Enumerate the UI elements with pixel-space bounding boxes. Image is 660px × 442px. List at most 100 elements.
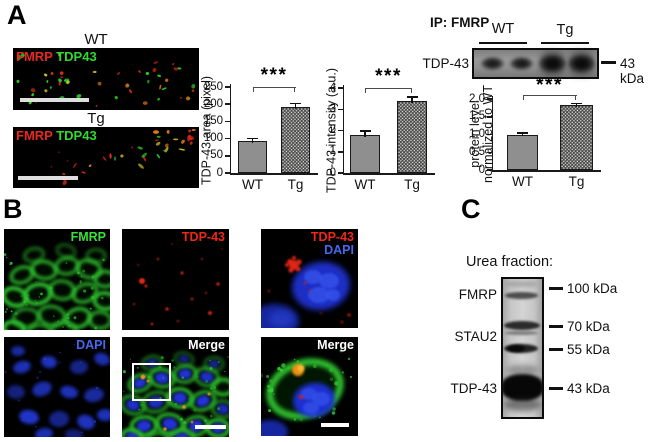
y-axis-label: TDP-43 area (pixel) — [199, 75, 214, 185]
overlay-label: FMRP — [16, 128, 53, 143]
y-axis — [491, 96, 493, 170]
band-70 — [504, 321, 540, 330]
x-axis — [342, 173, 435, 175]
y-tick-label: 0 — [478, 163, 485, 176]
error-bar-stem — [294, 103, 297, 109]
tile-merge-zoom-canvas — [261, 349, 353, 436]
blot-band — [539, 54, 566, 73]
tile-tdp43-canvas — [132, 243, 223, 326]
y-tick-label: 4 — [329, 81, 336, 94]
scale-bar — [18, 176, 78, 180]
tile-merge: Merge — [122, 337, 229, 437]
y-tick — [224, 86, 230, 88]
sig-bracket — [252, 87, 296, 89]
tile-tdp43: TDP-43 — [122, 229, 229, 330]
y-tick-label: 2.0 — [469, 92, 485, 105]
protein-label-stau2: STAU2 — [454, 329, 497, 344]
tile-merge-zoom: Merge — [261, 337, 358, 436]
error-bar-cap — [247, 137, 258, 140]
bar-tg — [560, 105, 593, 170]
error-bar-stem — [575, 103, 578, 108]
y-tick — [224, 155, 230, 157]
sig-bracket-leg — [575, 95, 577, 100]
y-tick — [486, 116, 492, 118]
bar-tg — [397, 100, 427, 173]
ip-blot-group-wt: WT — [491, 21, 515, 37]
y-tick-label: 1.0 — [469, 128, 485, 140]
band-fmrp — [505, 292, 538, 299]
overlay-label: FMRP — [16, 49, 53, 64]
y-axis — [342, 85, 344, 173]
bar-wt — [238, 141, 267, 173]
marker-dash — [549, 387, 563, 390]
tile-merge-zoom-label: Merge — [317, 339, 354, 352]
bar-tg — [281, 106, 310, 173]
tile-tdp43-dapi-zoom: TDP-43 DAPI — [261, 229, 358, 328]
overlay-label: TDP43 — [52, 128, 97, 143]
y-tick — [224, 137, 230, 140]
x-category-label: WT — [354, 177, 376, 192]
tile-tdp43-dapi-canvas — [261, 256, 351, 328]
tile-fmrp: FMRP — [4, 229, 110, 330]
marker-dash — [549, 287, 563, 290]
tile-merge-label: Merge — [188, 339, 225, 352]
error-bar-cap — [359, 130, 371, 132]
y-tick-label: 250 — [203, 80, 223, 93]
blot-band — [481, 57, 504, 70]
x-category-label: Tg — [568, 174, 585, 189]
group-underline-wt — [479, 42, 527, 44]
y-tick-label: 1.5 — [469, 110, 485, 123]
y-tick-label: 50 — [210, 149, 223, 162]
scale-bar — [20, 98, 89, 102]
ip-blot-band-label: TDP-43 — [422, 56, 469, 71]
marker-dash — [601, 61, 616, 64]
significance-stars: *** — [536, 75, 563, 96]
error-bar-stem — [521, 133, 524, 137]
inset-box — [132, 363, 171, 401]
tile-fmrp-canvas — [4, 242, 110, 330]
y-tick-label: 100 — [203, 132, 223, 145]
sig-bracket — [365, 88, 412, 90]
y-axis-label: TDP-43 intensity (a.u.) — [324, 67, 339, 193]
band-tdp43 — [503, 374, 542, 401]
marker-dash — [549, 325, 563, 328]
x-category-label: Tg — [287, 177, 304, 192]
ip-blot-marker-label: 43 kDa — [620, 56, 645, 86]
error-bar-cap — [406, 96, 418, 98]
significance-stars: *** — [260, 65, 288, 86]
bar-wt — [350, 134, 380, 173]
error-bar-stem — [411, 96, 413, 103]
micrograph-tg: FMRP TDP43 — [13, 127, 199, 188]
y-tick — [337, 108, 343, 110]
tile-fmrp-label: FMRP — [71, 231, 106, 244]
band-70-sub — [505, 331, 538, 335]
panel-b-label: B — [3, 194, 23, 224]
overlay-label: TDP43 — [52, 49, 97, 64]
sig-bracket-leg — [252, 87, 254, 92]
band-43-topsmear — [506, 365, 539, 375]
error-bar-cap — [517, 132, 528, 134]
micrograph-wt-overlay-labels: FMRP TDP43 — [16, 49, 97, 64]
tile-label-text: FMRP — [70, 230, 106, 244]
x-axis — [229, 173, 318, 175]
error-bar-stem — [364, 131, 366, 137]
tile-dapi-canvas — [4, 344, 110, 437]
significance-stars: *** — [375, 66, 402, 87]
urea-fraction-title: Urea fraction: — [466, 254, 554, 270]
tile-dapi: DAPI — [4, 337, 110, 437]
panel-a-label: A — [7, 0, 27, 30]
x-category-label: WT — [242, 177, 263, 192]
y-tick — [224, 172, 230, 174]
group-underline-tg — [541, 42, 589, 44]
bar-wt — [507, 134, 538, 170]
panel-c-label: C — [461, 194, 481, 224]
marker-70kda: 70 kDa — [567, 319, 610, 334]
band-55-core — [507, 345, 525, 352]
y-tick-label: 0.5 — [469, 145, 485, 158]
tile-tdp43-dapi-label: TDP-43 DAPI — [311, 231, 354, 257]
band-43-bottomsmear — [504, 398, 541, 411]
blot-band — [568, 54, 595, 73]
sig-bracket-leg — [522, 95, 524, 100]
y-tick — [224, 120, 230, 123]
y-tick — [337, 172, 343, 174]
